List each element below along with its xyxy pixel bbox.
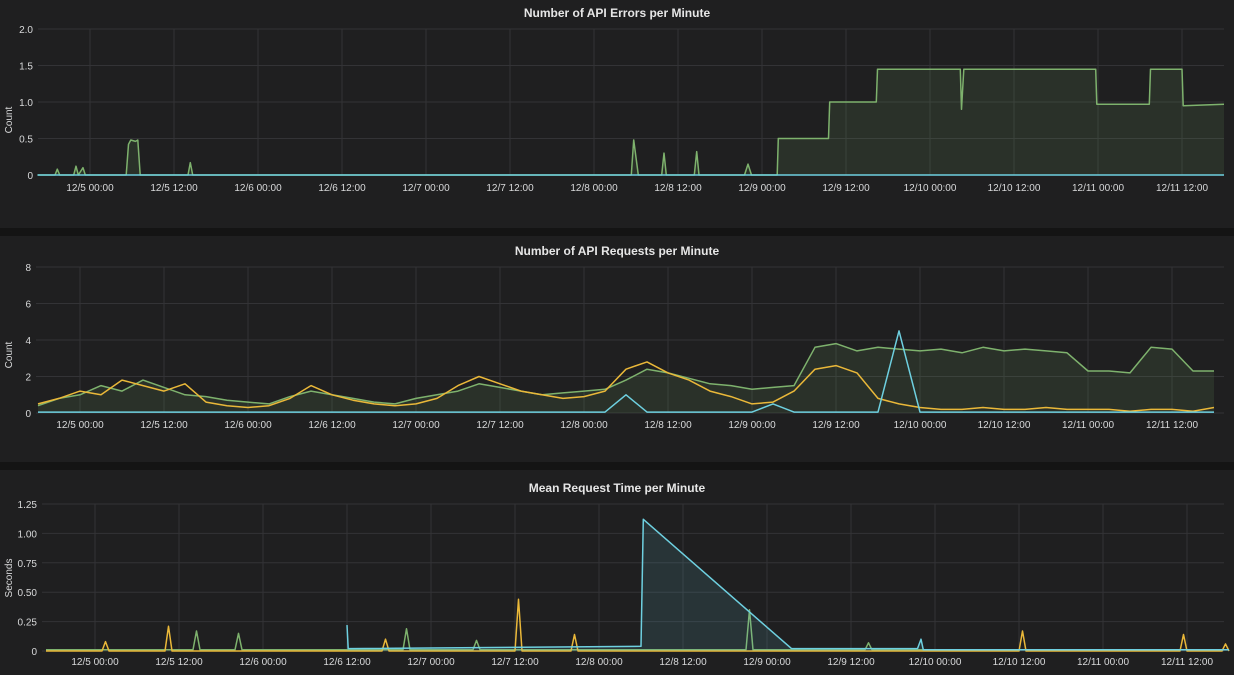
x-tick-label: 12/7 12:00 [491,657,539,668]
x-tick-label: 12/9 00:00 [738,183,786,194]
x-tick-label: 12/10 00:00 [904,183,957,194]
series-0-line [37,342,1214,407]
y-axis-label: Count [4,341,15,368]
x-tick-label: 12/7 12:00 [476,420,524,431]
x-tick-label: 12/9 12:00 [827,657,875,668]
y-tick-label: 0.50 [18,588,38,599]
x-tick-label: 12/8 00:00 [560,420,608,431]
x-tick-label: 12/11 12:00 [1156,183,1209,194]
x-tick-label: 12/9 00:00 [728,420,776,431]
series-0-line [46,609,1229,651]
x-tick-label: 12/7 00:00 [402,183,450,194]
x-tick-label: 12/10 00:00 [909,657,962,668]
y-tick-label: 8 [25,263,31,274]
x-tick-label: 12/6 12:00 [323,657,371,668]
y-axis-label: Seconds [4,559,15,598]
x-tick-label: 12/6 12:00 [308,420,356,431]
y-tick-label: 2.0 [19,25,33,36]
series-2-area [347,519,1229,651]
panel-divider [0,462,1234,470]
y-tick-label: 4 [25,336,31,347]
series-0-area [38,343,1214,413]
chart-title[interactable]: Mean Request Time per Minute [528,481,706,495]
y-tick-label: 1.25 [18,500,38,511]
x-tick-label: 12/7 12:00 [486,183,534,194]
x-tick-label: 12/5 00:00 [66,183,114,194]
x-tick-label: 12/11 00:00 [1062,420,1115,431]
panel-api-errors: Number of API Errors per Minute [0,0,1234,228]
x-tick-label: 12/6 00:00 [234,183,282,194]
x-tick-label: 12/11 12:00 [1161,657,1214,668]
x-tick-label: 12/11 00:00 [1077,657,1130,668]
x-tick-label: 12/5 00:00 [56,420,104,431]
y-tick-label: 0 [25,409,31,420]
y-tick-label: 1.00 [18,529,38,540]
y-tick-label: 6 [25,300,31,311]
x-tick-label: 12/11 12:00 [1146,420,1199,431]
series-0-line [37,68,1225,176]
panel-divider [0,228,1234,236]
x-tick-label: 12/8 12:00 [659,657,707,668]
series-2-line [38,330,1214,413]
x-tick-label: 12/10 12:00 [993,657,1046,668]
chart-title[interactable]: Number of API Errors per Minute [523,6,711,20]
y-tick-label: 0.25 [18,618,38,629]
x-tick-label: 12/5 12:00 [140,420,188,431]
chart-title[interactable]: Number of API Requests per Minute [514,244,720,258]
x-tick-label: 12/7 00:00 [392,420,440,431]
y-tick-label: 0 [27,171,33,182]
y-axis-label: Count [4,106,15,133]
x-tick-label: 12/10 12:00 [978,420,1031,431]
y-tick-label: 0 [31,647,37,658]
x-tick-label: 12/8 00:00 [575,657,623,668]
x-tick-label: 12/10 12:00 [988,183,1041,194]
x-tick-label: 12/8 12:00 [654,183,702,194]
y-tick-label: 0.5 [19,135,33,146]
x-tick-label: 12/11 00:00 [1072,183,1125,194]
series-1-line [46,598,1230,652]
x-tick-label: 12/6 12:00 [318,183,366,194]
x-tick-label: 12/5 12:00 [155,657,203,668]
series-0-area [37,69,1224,175]
x-tick-label: 12/9 12:00 [822,183,870,194]
y-tick-label: 1.5 [19,62,33,73]
x-tick-label: 12/5 12:00 [150,183,198,194]
y-tick-label: 2 [25,373,31,384]
y-tick-label: 1.0 [19,98,33,109]
x-tick-label: 12/6 00:00 [239,657,287,668]
x-tick-label: 12/7 00:00 [407,657,455,668]
x-tick-label: 12/9 00:00 [743,657,791,668]
y-tick-label: 0.75 [18,559,38,570]
x-tick-label: 12/10 00:00 [894,420,947,431]
x-tick-label: 12/8 12:00 [644,420,692,431]
x-tick-label: 12/6 00:00 [224,420,272,431]
x-tick-label: 12/5 00:00 [71,657,119,668]
x-tick-label: 12/9 12:00 [812,420,860,431]
series-2-line [346,518,1229,651]
x-tick-label: 12/8 00:00 [570,183,618,194]
